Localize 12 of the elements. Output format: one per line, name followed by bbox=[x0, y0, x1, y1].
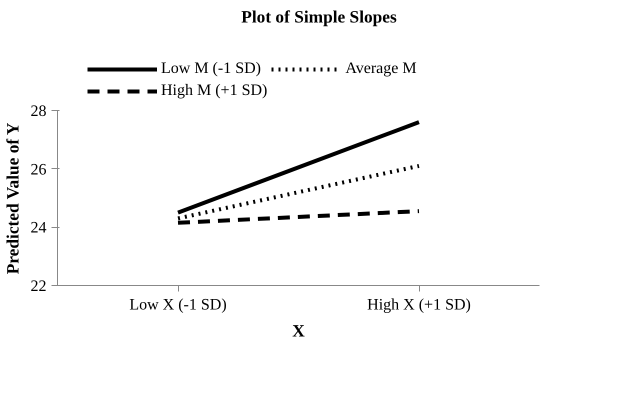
chart-title: Plot of Simple Slopes bbox=[241, 8, 397, 26]
y-tick-label: 28 bbox=[30, 103, 46, 120]
y-tick-label: 22 bbox=[30, 278, 46, 295]
legend-label: Low M (-1 SD) bbox=[161, 60, 261, 78]
y-tick-label: 26 bbox=[30, 161, 46, 178]
x-axis-title: X bbox=[292, 322, 306, 340]
y-tick-label: 24 bbox=[30, 220, 46, 237]
legend-label: High M (+1 SD) bbox=[161, 82, 268, 100]
x-tick-label: Low X (-1 SD) bbox=[129, 296, 227, 314]
y-axis-title: Predicted Value of Y bbox=[4, 122, 22, 274]
legend-label: Average M bbox=[345, 60, 417, 78]
x-tick-label: High X (+1 SD) bbox=[367, 296, 471, 314]
